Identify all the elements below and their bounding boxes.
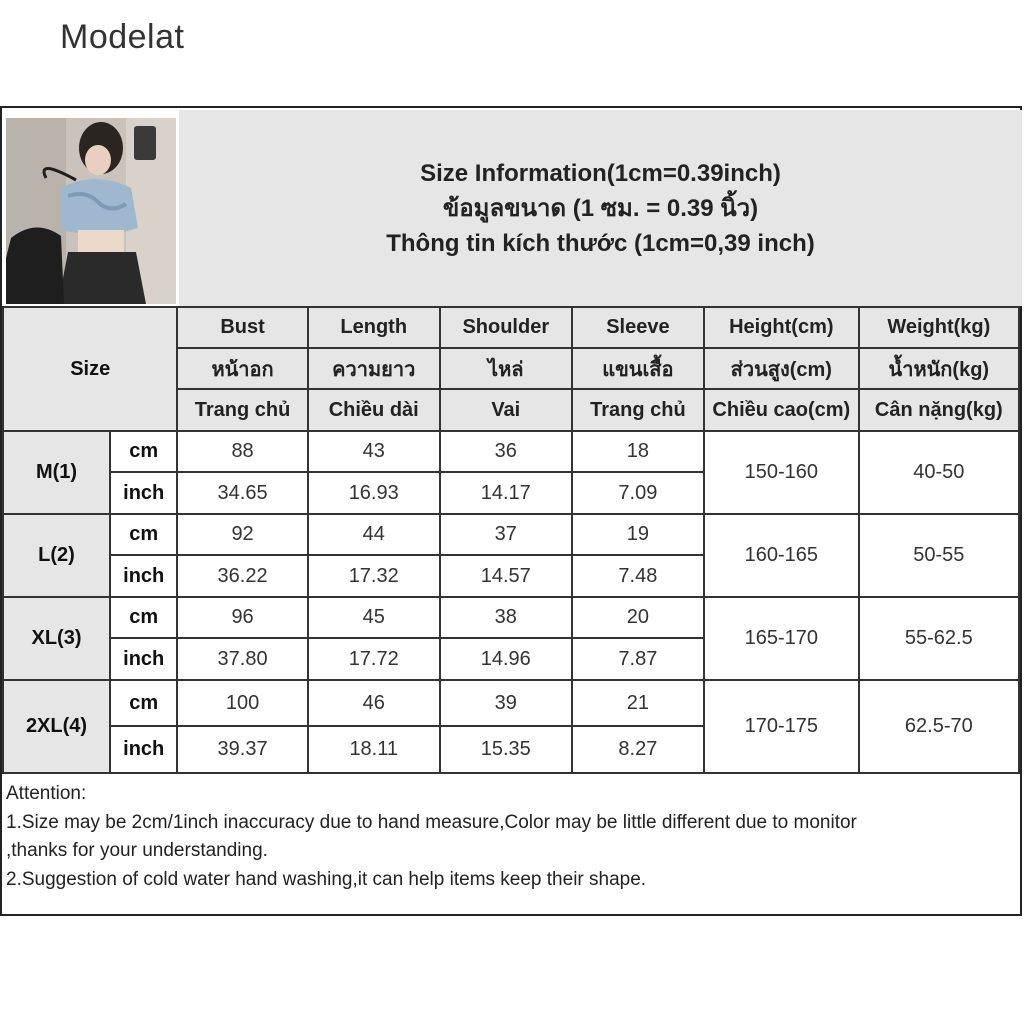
size-label-xl: XL(3) [2,596,111,681]
notes-line-1: 1.Size may be 2cm/1inch inaccuracy due t… [6,811,857,833]
col-header-shoulder-vi: Vai [438,388,573,432]
col-header-sleeve-en: Sleeve [570,306,705,349]
unit-inch: inch [108,554,179,598]
table-cell: 14.96 [438,637,573,681]
height-range-cell: 160-165 [702,513,860,598]
size-info-banner: Size Information(1cm=0.39inch) ข้อมูลขนา… [179,110,1022,306]
table-cell: 16.93 [306,471,441,515]
table-cell: 20 [570,596,705,639]
table-cell: 92 [176,513,309,556]
unit-inch: inch [108,725,179,774]
table-cell: 46 [306,679,441,727]
unit-cm: cm [108,513,179,556]
brand-logo-text: Modelat [60,18,185,56]
weight-range-cell: 40-50 [857,430,1021,515]
height-range-cell: 170-175 [702,679,860,774]
unit-cm: cm [108,596,179,639]
size-info-title-th: ข้อมูลขนาด (1 ซม. = 0.39 นิ้ว) [442,194,759,222]
col-header-length-en: Length [306,306,441,349]
col-header-sleeve-vi: Trang chủ [570,388,705,432]
size-label-m: M(1) [2,430,111,515]
notes-line-2: ,thanks for your understanding. [6,840,268,861]
table-cell: 36.22 [176,554,309,598]
col-header-bust-th: หน้าอก [176,347,309,390]
height-range-cell: 165-170 [702,596,860,681]
height-range-cell: 150-160 [702,430,860,515]
unit-inch: inch [108,471,179,515]
col-header-height-th: ส่วนสูง(cm) [702,347,860,390]
table-cell: 7.09 [570,471,705,515]
table-cell: 43 [306,430,441,473]
table-cell: 8.27 [570,725,705,774]
col-header-bust-en: Bust [176,306,309,349]
size-label-2xl: 2XL(4) [2,679,111,774]
unit-inch: inch [108,637,179,681]
table-cell: 36 [438,430,573,473]
table-cell: 14.57 [438,554,573,598]
table-cell: 100 [176,679,309,727]
col-header-sleeve-th: แขนเสื้อ [570,347,705,390]
table-cell: 19 [570,513,705,556]
table-cell: 37.80 [176,637,309,681]
table-cell: 39.37 [176,725,309,774]
table-cell: 45 [306,596,441,639]
col-header-height-en: Height(cm) [702,306,860,349]
table-cell: 17.32 [306,554,441,598]
table-cell: 44 [306,513,441,556]
table-cell: 15.35 [438,725,573,774]
weight-range-cell: 55-62.5 [857,596,1021,681]
table-cell: 17.72 [306,637,441,681]
table-cell: 18 [570,430,705,473]
table-cell: 96 [176,596,309,639]
table-cell: 7.87 [570,637,705,681]
size-column-header: Size [1,306,179,432]
col-header-bust-vi: Trang chủ [176,388,309,432]
unit-cm: cm [108,679,179,727]
unit-cm: cm [108,430,179,473]
col-header-height-vi: Chiều cao(cm) [702,388,860,432]
notes-title: Attention: [6,783,87,804]
size-info-title-en: Size Information(1cm=0.39inch) [420,159,781,187]
col-header-weight-vi: Cân nặng(kg) [857,388,1021,432]
table-cell: 39 [438,679,573,727]
col-header-length-th: ความยาว [306,347,441,390]
weight-range-cell: 50-55 [857,513,1021,598]
table-cell: 37 [438,513,573,556]
attention-notes: Attention: 1.Size may be 2cm/1inch inacc… [6,780,1016,894]
col-header-length-vi: Chiều dài [306,388,441,432]
size-table: Size Bust Length Shoulder Sleeve Height(… [1,306,1021,774]
size-label-l: L(2) [2,513,111,598]
notes-line-3: 2.Suggestion of cold water hand washing,… [6,868,647,890]
table-cell: 7.48 [570,554,705,598]
col-header-weight-en: Weight(kg) [857,306,1021,349]
col-header-shoulder-th: ไหล่ [438,347,573,390]
size-chart-sheet: Size Information(1cm=0.39inch) ข้อมูลขนา… [0,106,1022,916]
weight-range-cell: 62.5-70 [857,679,1021,774]
col-header-weight-th: น้ำหนัก(kg) [857,347,1021,390]
table-cell: 21 [570,679,705,727]
table-cell: 38 [438,596,573,639]
product-photo [6,118,176,304]
col-header-shoulder-en: Shoulder [438,306,573,349]
table-cell: 14.17 [438,471,573,515]
table-cell: 18.11 [306,725,441,774]
size-info-title-vi: Thông tin kích thước (1cm=0,39 inch) [386,229,815,257]
table-cell: 34.65 [176,471,309,515]
table-cell: 88 [176,430,309,473]
